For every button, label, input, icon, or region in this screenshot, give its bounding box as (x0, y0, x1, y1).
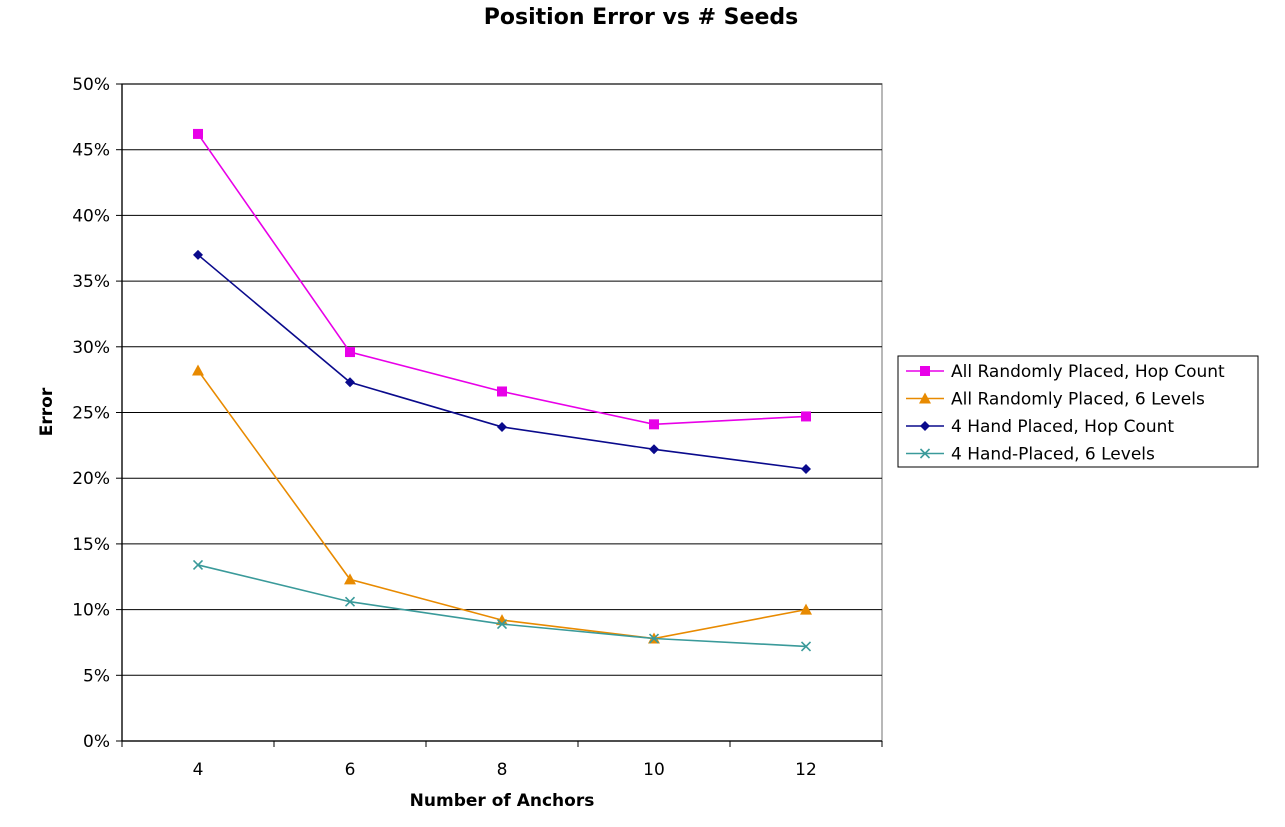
y-tick-label: 40% (72, 206, 110, 226)
data-point (801, 464, 811, 475)
legend-marker (920, 366, 930, 376)
series-2 (193, 249, 811, 475)
y-axis-title: Error (37, 387, 57, 436)
x-tick-label: 8 (497, 760, 508, 780)
plot-area: 0% 5% 10% 15% 20% 25% 30% 35% 40% 45% 50% 4 6 8 10 12 (72, 75, 883, 780)
legend-entry: All Randomly Placed, 6 Levels (951, 390, 1205, 410)
data-point (497, 421, 507, 432)
data-point-stroke (800, 641, 812, 652)
x-axis-title: Number of Anchors (410, 791, 595, 811)
y-tick-label: 20% (72, 469, 110, 489)
data-point (496, 618, 508, 630)
y-tick-label: 25% (72, 404, 110, 424)
legend-entry: 4 Hand Placed, Hop Count (951, 417, 1174, 437)
legend-marker (920, 421, 930, 431)
x-tick-label: 12 (795, 760, 817, 780)
y-tick-label: 45% (72, 141, 110, 161)
data-point (648, 633, 660, 644)
data-point (345, 377, 355, 388)
series-3 (192, 559, 812, 652)
data-point (344, 573, 356, 585)
x-tick-label: 6 (345, 760, 356, 780)
y-tick-label: 0% (83, 732, 110, 752)
x-tick-label: 4 (193, 760, 204, 780)
data-point (344, 596, 356, 607)
y-tick-label: 15% (72, 535, 110, 555)
y-tick-label: 35% (72, 272, 110, 292)
series-0 (193, 128, 811, 430)
y-tick-label: 10% (72, 601, 110, 621)
data-point (193, 128, 203, 139)
data-point-stroke (192, 559, 204, 570)
legend-marker (919, 392, 931, 404)
data-point-stroke (648, 633, 660, 644)
legend-marker-stroke (919, 448, 931, 459)
y-tick-label: 30% (72, 338, 110, 358)
data-point (800, 641, 812, 652)
data-point (192, 364, 204, 376)
data-point-stroke (496, 618, 508, 630)
legend: All Randomly Placed, Hop Count All Random… (897, 355, 1259, 468)
data-point (800, 603, 812, 615)
legend-marker (919, 448, 931, 459)
chart-title: Position Error vs # Seeds (484, 5, 798, 30)
x-tick-label: 10 (643, 760, 665, 780)
data-point (801, 411, 811, 422)
data-point (649, 444, 659, 455)
y-tick-label: 5% (83, 666, 110, 686)
data-point (496, 614, 508, 626)
legend-entry: 4 Hand-Placed, 6 Levels (951, 445, 1155, 465)
legend-box (897, 355, 1259, 468)
data-point (192, 559, 204, 570)
legend-entry: All Randomly Placed, Hop Count (951, 362, 1225, 382)
y-tick-label: 50% (72, 75, 110, 95)
data-point (497, 386, 507, 397)
data-point (649, 419, 659, 430)
data-point (193, 249, 203, 260)
data-point (345, 347, 355, 358)
data-point-stroke (344, 596, 356, 607)
